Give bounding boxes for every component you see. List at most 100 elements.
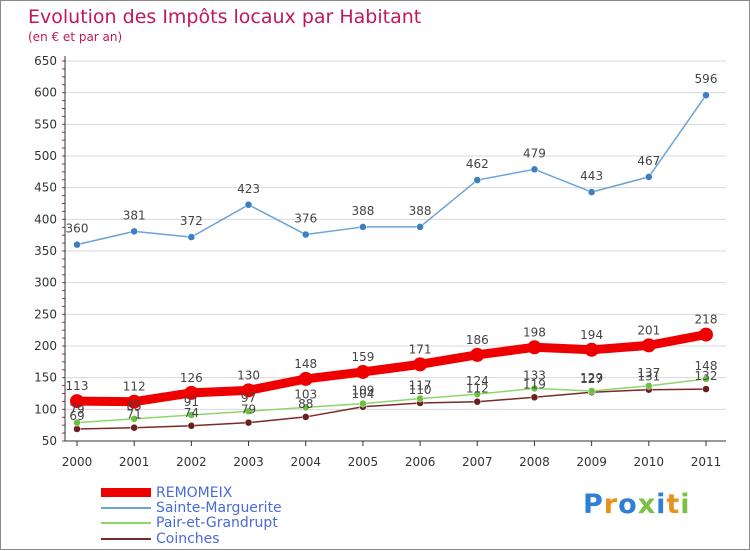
data-label: 171 bbox=[409, 342, 432, 356]
y-tick-label: 300 bbox=[34, 276, 57, 290]
data-point bbox=[73, 425, 81, 433]
data-point bbox=[244, 201, 253, 209]
y-tick-label: 100 bbox=[34, 402, 57, 416]
data-label: 79 bbox=[241, 403, 256, 417]
logo-letter: P bbox=[583, 489, 604, 520]
legend-swatch-coinches bbox=[101, 538, 151, 540]
data-label: 85 bbox=[127, 399, 142, 413]
data-label: 129 bbox=[580, 371, 603, 385]
data-label: 376 bbox=[294, 212, 317, 226]
data-point bbox=[241, 383, 256, 398]
data-point bbox=[699, 327, 713, 342]
legend-item-sainte-marguerite: Sainte-Marguerite bbox=[101, 500, 361, 516]
y-tick-label: 400 bbox=[34, 212, 57, 226]
data-point bbox=[702, 91, 710, 99]
legend-swatch-remomeix bbox=[101, 488, 151, 497]
data-label: 479 bbox=[523, 146, 546, 160]
legend-label-remomeix: REMOMEIX bbox=[156, 485, 233, 501]
data-label: 112 bbox=[123, 380, 146, 394]
logo-letter: i bbox=[680, 489, 691, 520]
y-tick-label: 200 bbox=[34, 339, 57, 353]
data-point bbox=[416, 223, 424, 231]
data-label: 596 bbox=[695, 72, 718, 86]
x-tick-label: 2005 bbox=[348, 455, 379, 469]
logo-letter: i bbox=[656, 489, 667, 520]
data-point bbox=[130, 415, 138, 423]
x-tick-label: 2007 bbox=[462, 455, 493, 469]
data-label: 423 bbox=[237, 182, 260, 196]
data-point bbox=[587, 188, 596, 196]
data-label: 148 bbox=[294, 357, 317, 371]
x-tick-label: 2008 bbox=[519, 455, 550, 469]
series-line-coinches bbox=[76, 388, 707, 430]
logo-letter: r bbox=[603, 489, 619, 520]
data-point bbox=[584, 342, 599, 357]
data-point bbox=[416, 394, 424, 403]
data-point bbox=[301, 413, 310, 421]
data-label: 194 bbox=[580, 328, 603, 342]
data-label: 443 bbox=[580, 169, 603, 183]
data-label: 127 bbox=[580, 372, 603, 386]
legend-label-coinches: Coinches bbox=[156, 531, 220, 547]
data-label: 132 bbox=[695, 369, 718, 383]
y-tick-label: 550 bbox=[34, 117, 57, 131]
data-point bbox=[187, 422, 196, 430]
data-label: 133 bbox=[523, 368, 546, 382]
data-label: 71 bbox=[127, 408, 142, 422]
data-label: 381 bbox=[123, 208, 146, 222]
data-label: 130 bbox=[237, 368, 260, 382]
y-tick-label: 350 bbox=[34, 244, 57, 258]
x-tick-label: 2010 bbox=[634, 455, 665, 469]
data-point bbox=[298, 371, 313, 386]
data-label: 97 bbox=[241, 391, 256, 405]
data-point bbox=[473, 176, 482, 184]
chart-subtitle: (en € et par an) bbox=[28, 30, 123, 44]
data-label: 467 bbox=[637, 154, 660, 168]
legend-item-coinches: Coinches bbox=[101, 531, 361, 547]
data-label: 79 bbox=[69, 403, 84, 417]
y-tick-label: 650 bbox=[34, 54, 57, 68]
data-label: 126 bbox=[180, 371, 203, 385]
data-point bbox=[127, 394, 142, 409]
data-label: 462 bbox=[466, 157, 489, 171]
legend-swatch-pair-et-grandrupt bbox=[101, 522, 151, 524]
series-line-sainte-marguerite bbox=[76, 94, 707, 246]
data-point bbox=[187, 411, 196, 419]
data-point bbox=[645, 173, 653, 181]
logo-letter: x bbox=[637, 489, 657, 520]
data-point bbox=[73, 418, 81, 427]
data-label: 112 bbox=[466, 382, 489, 396]
data-point bbox=[527, 340, 542, 355]
data-label: 103 bbox=[294, 387, 317, 401]
data-point bbox=[530, 384, 539, 393]
proxiti-logo: Proxiti bbox=[583, 489, 691, 520]
data-label: 113 bbox=[66, 379, 89, 393]
data-label: 110 bbox=[409, 383, 432, 397]
data-label: 104 bbox=[351, 387, 374, 401]
data-label: 372 bbox=[180, 214, 203, 228]
data-point bbox=[301, 230, 310, 239]
data-label: 119 bbox=[523, 377, 546, 391]
data-label: 131 bbox=[637, 370, 660, 384]
x-tick-label: 2001 bbox=[119, 455, 150, 469]
data-point bbox=[641, 338, 656, 353]
data-label: 201 bbox=[637, 323, 660, 337]
data-label: 388 bbox=[409, 204, 432, 218]
y-tick-label: 250 bbox=[34, 307, 57, 321]
data-point bbox=[470, 347, 485, 362]
data-point bbox=[73, 240, 81, 249]
data-label: 69 bbox=[69, 409, 84, 423]
data-point bbox=[359, 223, 367, 231]
data-point bbox=[184, 385, 199, 400]
data-label: 148 bbox=[695, 359, 718, 373]
data-label: 218 bbox=[695, 313, 718, 327]
series-line-pair-et-grandrupt bbox=[76, 378, 707, 424]
data-point bbox=[130, 227, 138, 236]
data-point bbox=[530, 393, 539, 402]
legend-label-sainte-marguerite: Sainte-Marguerite bbox=[156, 500, 282, 516]
data-point bbox=[645, 382, 653, 390]
series-line-remomeix bbox=[76, 330, 707, 407]
x-tick-label: 2000 bbox=[62, 455, 93, 469]
